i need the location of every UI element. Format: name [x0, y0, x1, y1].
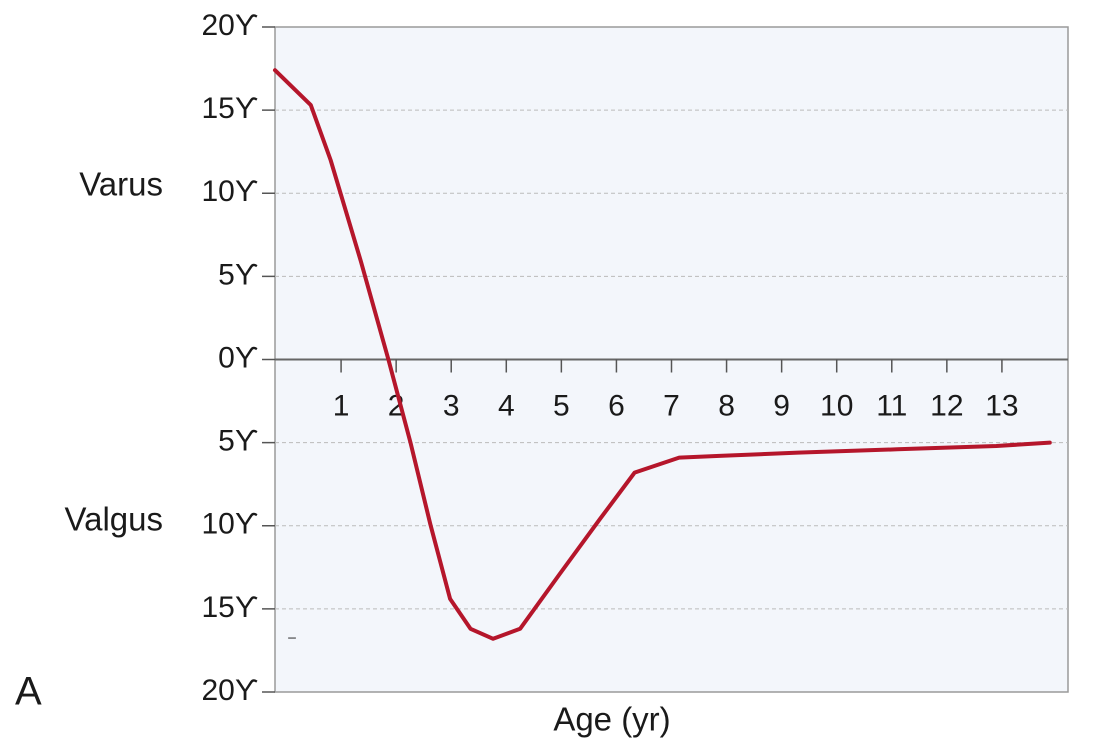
y-tick-label: 5ϒ	[218, 425, 258, 458]
y-tick-label: 0ϒ	[218, 341, 258, 374]
x-tick-label: 1	[333, 389, 350, 422]
lower-label: Valgus	[65, 501, 163, 538]
y-tick-label: 20ϒ	[201, 9, 258, 42]
upper-label: Varus	[79, 166, 163, 203]
x-axis-label: Age (yr)	[553, 701, 670, 738]
x-tick-label: 13	[985, 389, 1018, 422]
stray-mark: –	[288, 629, 296, 645]
panel-label: A	[15, 670, 42, 714]
y-tick-label: 10ϒ	[201, 175, 258, 208]
x-tick-label: 11	[876, 389, 907, 422]
x-tick-label: 3	[443, 389, 460, 422]
y-tick-label: 20ϒ	[201, 674, 258, 707]
x-tick-label: 8	[718, 389, 735, 422]
x-tick-label: 12	[930, 389, 963, 422]
x-tick-label: 5	[553, 389, 570, 422]
x-tick-label: 4	[498, 389, 515, 422]
x-tick-label: 10	[820, 389, 853, 422]
x-tick-label: 7	[663, 389, 680, 422]
x-tick-label: 9	[773, 389, 790, 422]
y-tick-label: 5ϒ	[218, 258, 258, 291]
x-tick-label: 6	[608, 389, 625, 422]
y-tick-label: 15ϒ	[201, 92, 258, 125]
data-line	[273, 68, 1052, 641]
y-tick-label: 10ϒ	[201, 508, 258, 541]
y-tick-label: 15ϒ	[201, 591, 258, 624]
